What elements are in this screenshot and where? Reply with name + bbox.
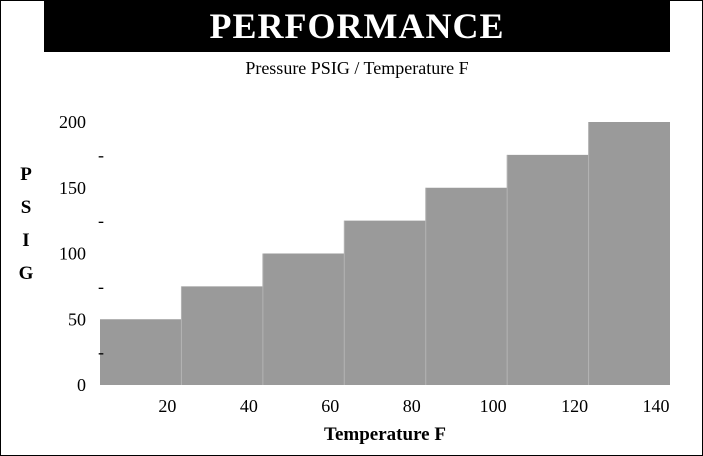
x-axis-label: Temperature F [324, 424, 446, 445]
bar [507, 154, 589, 385]
y-axis-label-letter: I [22, 230, 30, 251]
bar [181, 286, 263, 385]
y-tick-label: 0 [77, 375, 86, 395]
x-tick-label: 40 [240, 396, 258, 416]
y-tick-label: 50 [68, 309, 86, 329]
y-minor-tick: - [98, 145, 104, 165]
y-axis-label-letter: G [18, 263, 34, 284]
title-banner [44, 0, 670, 52]
chart-title: PERFORMANCE [209, 6, 505, 46]
chart-subtitle: Pressure PSIG / Temperature F [245, 58, 469, 78]
x-tick-label: 140 [643, 396, 670, 416]
bar [344, 220, 426, 385]
x-tick-label: 120 [561, 396, 588, 416]
x-tick-label: 60 [321, 396, 339, 416]
x-tick-label: 20 [158, 396, 176, 416]
bar [588, 122, 670, 385]
x-tick-label: 100 [480, 396, 507, 416]
bar [100, 319, 182, 385]
y-minor-tick: - [98, 211, 104, 231]
y-tick-label: 100 [59, 244, 86, 264]
bar [262, 253, 345, 385]
y-minor-tick: - [98, 276, 104, 296]
y-tick-label: 150 [59, 178, 86, 198]
y-minor-tick: - [98, 342, 104, 362]
bar [425, 187, 508, 385]
y-axis-label-letter: P [20, 164, 32, 185]
y-tick-label: 200 [59, 112, 86, 132]
x-tick-label: 80 [403, 396, 421, 416]
y-axis-label-letter: S [20, 197, 32, 218]
